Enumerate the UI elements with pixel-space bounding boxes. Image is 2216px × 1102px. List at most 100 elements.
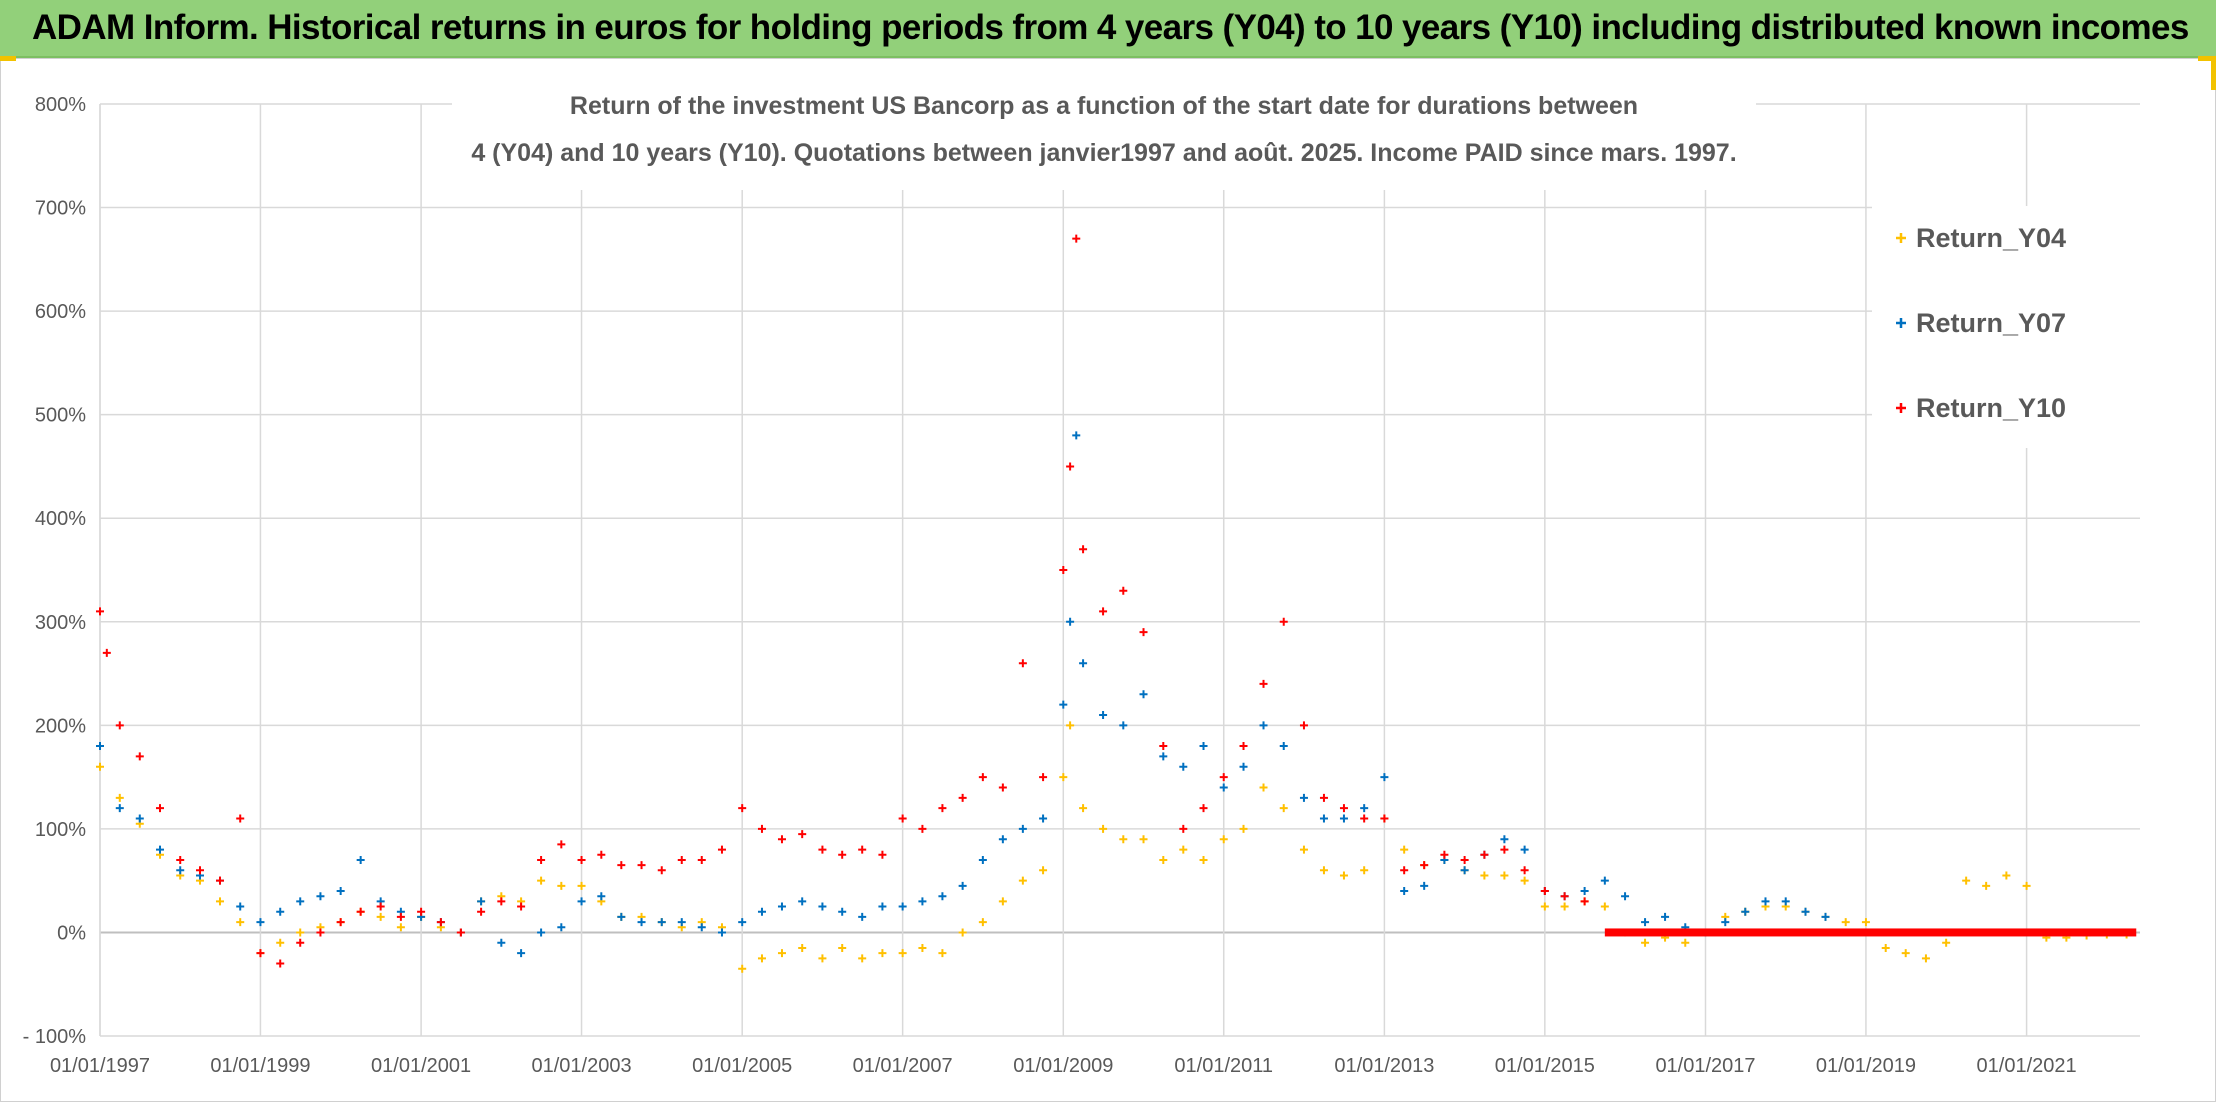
point-return-y04 [1480,871,1489,880]
point-return-y04 [858,954,867,963]
point-return-y10 [1500,845,1509,854]
point-return-y07 [1420,881,1429,890]
point-return-y10 [697,855,706,864]
legend-marker-Return_Y04 [1896,233,1906,243]
point-return-y04 [1360,866,1369,875]
point-return-y10 [256,949,265,958]
point-return-y07 [1139,690,1148,699]
point-return-y10 [196,866,204,875]
point-return-y10 [477,907,486,916]
point-return-y07 [958,881,967,890]
x-tick-label: 01/01/2009 [1013,1055,1113,1077]
point-return-y04 [1500,871,1509,880]
point-return-y07 [316,892,325,901]
point-return-y10 [818,845,827,854]
point-return-y07 [356,855,365,864]
point-return-y04 [878,949,887,958]
point-return-y07 [517,949,526,958]
point-return-y10 [557,840,566,849]
point-return-y04 [1039,866,1048,875]
point-return-y07 [998,835,1007,844]
point-return-y10 [597,850,606,859]
y-tick-label: 700% [35,198,86,220]
point-return-y10 [1339,804,1348,813]
point-return-y04 [1239,824,1248,833]
point-return-y07 [1119,721,1128,730]
point-return-y10 [1059,566,1068,574]
legend: Return_Y04 Return_Y07 Return_Y10 [1872,206,2142,448]
point-return-y10 [1380,814,1389,823]
point-return-y07 [1039,814,1048,823]
point-return-y07 [1072,431,1081,440]
point-return-y04 [1520,876,1529,885]
point-return-y04 [918,943,927,952]
x-tick-label: 01/01/2007 [853,1055,953,1077]
point-return-y07 [1099,710,1108,719]
point-return-y04 [1681,938,1690,947]
point-return-y07 [176,866,185,875]
point-return-y10 [898,814,907,823]
point-return-y10 [1199,804,1208,813]
point-return-y04 [1861,918,1870,927]
chart-title-line-2: 4 (Y04) and 10 years (Y10). Quotations b… [471,139,1736,167]
point-return-y04 [1079,804,1088,813]
point-return-y10 [336,918,345,927]
point-return-y07 [1520,845,1529,854]
point-return-y04 [1299,845,1308,854]
chart-title-line-1: Return of the investment US Bancorp as a… [570,92,1638,120]
point-return-y10 [738,804,747,813]
point-return-y10 [1039,773,1048,782]
point-return-y07 [537,928,546,937]
point-return-y07 [1821,912,1830,921]
point-return-y07 [597,892,606,901]
point-return-y10 [1259,679,1268,688]
x-tick-label: 01/01/1999 [210,1055,310,1077]
point-return-y04 [958,928,967,937]
point-return-y07 [738,918,747,927]
x-tick-label: 01/01/2001 [371,1055,471,1077]
point-return-y04 [1901,949,1910,958]
point-return-y10 [1066,462,1075,471]
legend-label-Return_Y07: Return_Y07 [1916,308,2066,338]
point-return-y04 [1881,943,1890,952]
point-return-y07 [878,902,887,911]
point-return-y10 [1159,742,1168,751]
x-tick-label: 01/01/2013 [1334,1055,1434,1077]
point-return-y07 [978,855,987,864]
point-return-y10 [1420,861,1429,870]
point-return-y10 [1540,887,1549,896]
point-return-y07 [1460,866,1469,875]
data-points [96,234,2137,973]
point-return-y04 [216,897,224,906]
point-return-y10 [497,897,506,906]
point-return-y07 [637,918,646,927]
point-return-y10 [1400,866,1409,875]
point-return-y07 [617,912,626,921]
point-return-y04 [276,938,285,947]
point-return-y07 [838,907,847,916]
point-return-y04 [1962,876,1971,885]
point-return-y07 [336,887,345,896]
point-return-y10 [1520,866,1529,875]
point-return-y10 [617,861,626,870]
point-return-y07 [557,923,566,932]
point-return-y10 [1239,742,1248,751]
point-return-y10 [978,773,987,782]
point-return-y10 [858,845,867,854]
point-return-y07 [1079,659,1088,668]
flat-run-Return_Y10 [1604,928,2137,937]
point-return-y04 [577,881,586,890]
point-return-y10 [757,824,766,833]
chart-title: Return of the investment US Bancorp as a… [452,86,1756,190]
y-tick-label: 500% [35,405,86,427]
point-return-y10 [135,752,144,761]
point-return-y10 [1580,897,1589,906]
point-return-y04 [2002,871,2011,880]
point-return-y04 [1066,721,1075,730]
point-return-y10 [998,783,1007,792]
point-return-y10 [577,855,586,864]
point-return-y04 [1942,938,1951,947]
point-return-y07 [135,814,144,823]
point-return-y10 [156,804,164,813]
point-return-y10 [1179,824,1188,833]
